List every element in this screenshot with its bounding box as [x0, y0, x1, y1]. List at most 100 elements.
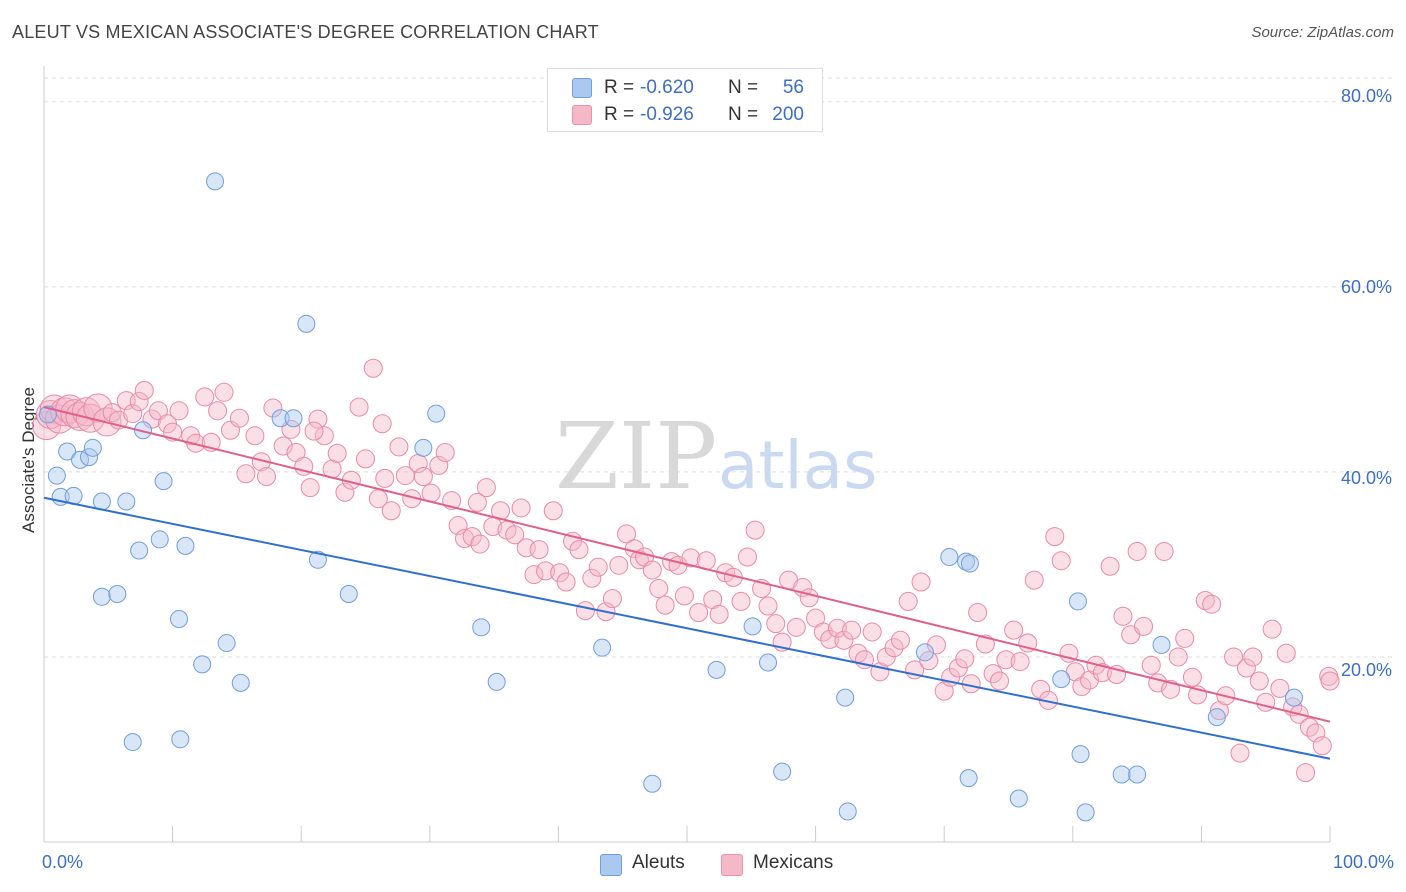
mexicans-point — [934, 681, 954, 701]
mexicans-trend-line — [43, 406, 1331, 723]
aleuts-point — [170, 610, 189, 629]
series-legend: Aleuts Mexicans — [0, 852, 1406, 878]
mexicans-point — [617, 524, 637, 544]
mexicans-point — [413, 467, 433, 487]
aleuts-point — [123, 733, 142, 752]
mexicans-point — [569, 540, 589, 560]
mexicans-point — [919, 651, 939, 671]
aleuts-point — [1009, 789, 1028, 808]
aleuts-point — [414, 438, 433, 457]
aleuts-point — [47, 466, 66, 485]
aleuts-point — [231, 673, 250, 692]
mexicans-point — [989, 671, 1009, 691]
aleuts-point — [940, 548, 959, 567]
aleuts-point — [108, 585, 127, 604]
aleuts-point — [1071, 745, 1090, 764]
legend-r-label: R = — [604, 104, 635, 125]
mexicans-points — [32, 358, 1340, 783]
mexicans-point — [813, 622, 833, 642]
mexicans-point — [1127, 541, 1147, 561]
mexicans-point — [1141, 655, 1161, 675]
aleuts-point — [1068, 592, 1087, 611]
mexicans-point — [1256, 692, 1276, 712]
aleuts-point — [759, 653, 778, 672]
mexicans-point — [1045, 527, 1065, 547]
mexicans-point — [1024, 570, 1044, 590]
aleuts-point — [271, 409, 290, 428]
aleuts-point — [130, 541, 149, 560]
aleuts-point — [154, 472, 173, 491]
mexicans-point — [308, 409, 328, 429]
aleuts-point — [643, 774, 662, 793]
mexicans-point — [820, 629, 840, 649]
mexicans-point — [827, 618, 847, 638]
mexicans-point — [356, 449, 375, 469]
mexicans-point — [363, 358, 383, 378]
mexicans-point — [148, 401, 168, 421]
mexicans-point — [435, 442, 455, 462]
correlation-legend: R = -0.620 N = 56 R = -0.926 N = 200 — [547, 68, 823, 132]
mexicans-point — [1100, 556, 1120, 576]
mexicans-point — [609, 555, 629, 575]
chart-title: ALEUT VS MEXICAN ASSOCIATE'S DEGREE CORR… — [12, 22, 599, 42]
aleuts-point — [308, 550, 327, 569]
mexicans-point — [1230, 743, 1250, 763]
mexicans-point — [102, 403, 122, 423]
mexicans-point — [229, 408, 249, 428]
mexicans-point — [1175, 628, 1195, 648]
mexicans-point — [543, 501, 563, 521]
y-tick-80: 80.0% — [1340, 86, 1392, 106]
mexicans-point — [300, 478, 320, 498]
watermark-zip: ZIP — [555, 403, 717, 510]
legend-label-aleuts: Aleuts — [632, 852, 685, 873]
aleuts-point — [427, 404, 446, 423]
mexicans-point — [842, 620, 862, 640]
mexicans-point — [1004, 620, 1024, 640]
mexicans-point — [709, 604, 729, 624]
source-label: Source: ZipAtlas.com — [1251, 24, 1394, 41]
aleuts-point — [707, 660, 726, 679]
mexicans-point — [375, 468, 395, 488]
aleuts-point — [836, 688, 855, 707]
aleuts-point — [1112, 765, 1131, 784]
mexicans-point — [381, 501, 401, 521]
aleuts-point — [92, 587, 111, 606]
mexicans-point — [1243, 647, 1263, 667]
mexicans-point — [1312, 736, 1332, 756]
mexicans-point — [602, 589, 622, 609]
aleuts-point — [773, 762, 792, 781]
legend-r-value: -0.620 — [640, 77, 694, 98]
mexicans-point — [195, 387, 215, 407]
legend-r-value: -0.926 — [640, 104, 694, 125]
mexicans-point — [1010, 652, 1030, 672]
mexicans-point — [642, 560, 662, 580]
legend-swatch-aleuts — [572, 78, 592, 98]
legend-swatch-mexicans — [572, 105, 592, 125]
mexicans-point — [505, 525, 525, 545]
aleuts-points — [38, 172, 1303, 822]
mexicans-point — [256, 467, 276, 487]
legend-row-aleuts: R = -0.620 N = 56 — [548, 75, 822, 101]
mexicans-point — [983, 664, 1003, 684]
aleuts-point — [339, 585, 358, 604]
mexicans-point — [1195, 590, 1215, 610]
aleuts-point — [960, 554, 979, 573]
watermark: ZIP atlas — [555, 403, 878, 510]
mexicans-point — [389, 437, 409, 457]
mexicans-point — [588, 557, 608, 577]
mexicans-point — [335, 482, 355, 502]
mexicans-point — [1072, 677, 1092, 697]
mexicans-point — [550, 563, 570, 583]
legend-row-mexicans: R = -0.926 N = 200 — [548, 102, 822, 128]
mexicans-point — [123, 404, 143, 424]
mexicans-point — [1113, 606, 1133, 626]
aleuts-point — [284, 409, 303, 428]
mexicans-point — [263, 398, 283, 418]
mexicans-point — [208, 401, 228, 421]
aleuts-point — [38, 405, 57, 424]
mexicans-point — [1168, 647, 1188, 667]
trend-lines — [43, 406, 1331, 760]
mexicans-point — [737, 547, 757, 567]
mexicans-point — [455, 529, 475, 549]
mexicans-point — [758, 596, 778, 616]
